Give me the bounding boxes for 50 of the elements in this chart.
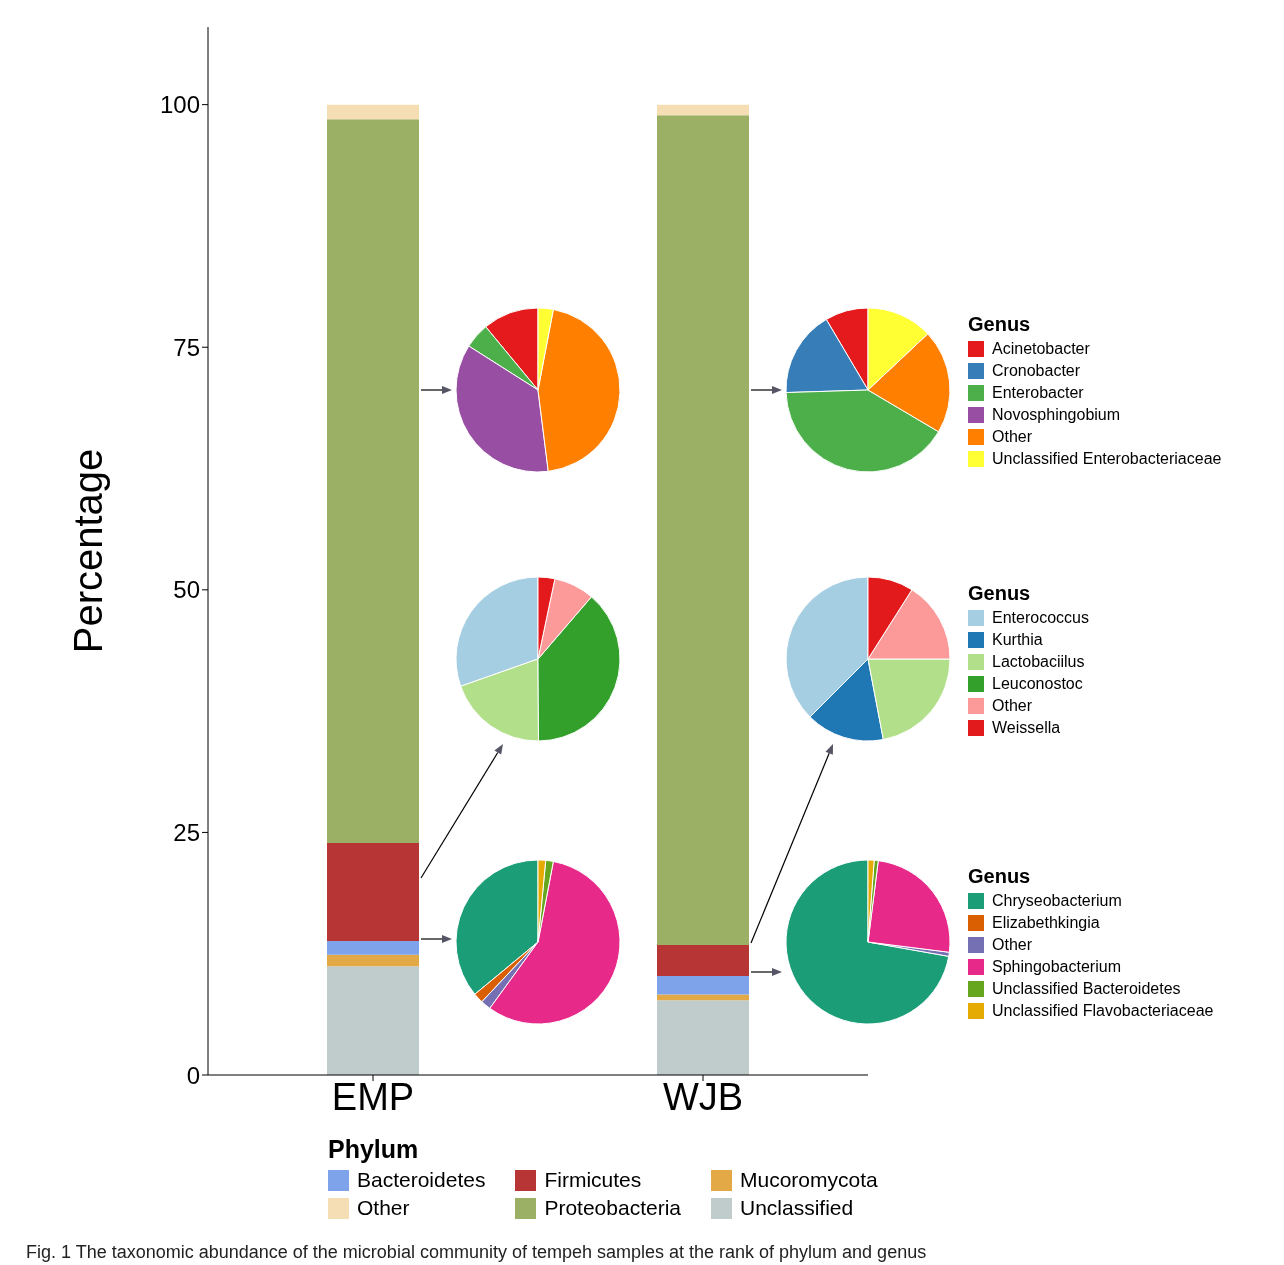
legend-label: Other <box>992 935 1033 954</box>
legend-label: Proteobacteria <box>544 1196 682 1220</box>
bar <box>657 1000 749 1075</box>
bar <box>657 115 749 945</box>
legend-title: Genus <box>968 581 1032 605</box>
bar <box>327 843 419 942</box>
x-tick-label: EMP <box>331 1075 415 1118</box>
y-tick-label: 100 <box>159 91 200 119</box>
legend-label: Chryseobacterium <box>992 891 1122 910</box>
legend-label: Unclassified Enterobacteriaceae <box>992 449 1222 468</box>
bar <box>657 994 749 1001</box>
legend-label: Enterococcus <box>992 608 1089 627</box>
legend-label: Bacteroidetes <box>357 1168 486 1192</box>
legend-label: Unclassified Bacteroidetes <box>992 979 1181 998</box>
legend-title: Genus <box>968 312 1032 336</box>
legend-label: Kurthia <box>992 630 1043 649</box>
y-tick-label: 75 <box>173 333 200 361</box>
bar <box>327 104 419 120</box>
legend-label: Unclassified Flavobacteriaceae <box>992 1001 1214 1020</box>
legend-label: Firmicutes <box>544 1168 642 1192</box>
legend-label: Novosphingobium <box>992 405 1121 424</box>
legend-label: Weissella <box>992 718 1061 737</box>
pie-slice <box>785 859 950 1025</box>
legend-label: Sphingobacterium <box>992 957 1121 976</box>
bar <box>327 966 419 1075</box>
legend-label: Unclassified <box>740 1196 854 1220</box>
caption: Fig. 1 The taxonomic abundance of the microbial community of tempeh samples at the rank of phylum and genus <box>26 1242 927 1263</box>
legend-label: Elizabethkingia <box>992 913 1100 932</box>
legend-label: Enterobacter <box>992 383 1084 402</box>
legend-label: Acinetobacter <box>992 339 1090 358</box>
legend-label: Other <box>992 696 1033 715</box>
legend-label: Other <box>992 427 1033 446</box>
bar <box>327 119 419 844</box>
legend-title: Phylum <box>328 1135 420 1164</box>
legend-label: Mucoromycota <box>740 1168 878 1192</box>
bar <box>657 976 749 995</box>
bar <box>327 941 419 955</box>
legend-label: Other <box>357 1196 410 1220</box>
y-tick-label: 50 <box>173 576 200 604</box>
y-tick-label: 25 <box>173 818 200 846</box>
y-axis-title: Percentage <box>66 448 111 654</box>
x-tick-label: WJB <box>662 1075 744 1118</box>
legend-label: Cronobacter <box>992 361 1081 380</box>
y-tick-label: 0 <box>186 1061 200 1089</box>
legend-title: Genus <box>968 864 1032 888</box>
legend-label: Lactobaciilus <box>992 652 1085 671</box>
legend-label: Leuconostoc <box>992 674 1083 693</box>
bar <box>327 954 419 967</box>
bar <box>657 944 749 977</box>
bar <box>657 104 749 116</box>
